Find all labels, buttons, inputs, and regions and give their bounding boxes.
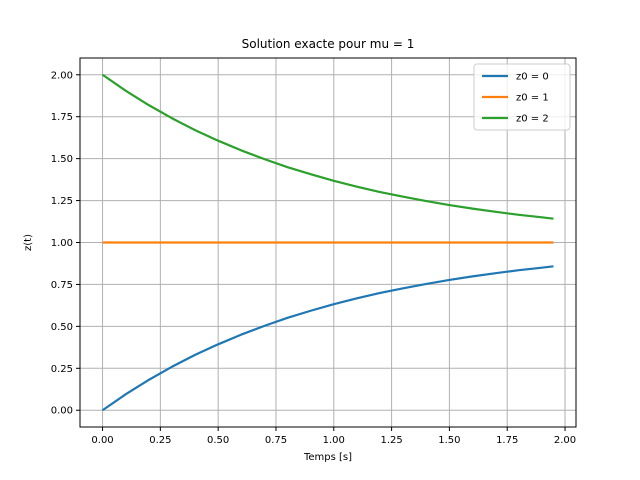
legend-box bbox=[473, 63, 571, 131]
x-tick-label: 0.50 bbox=[207, 435, 229, 446]
legend-entry: z0 = 1 bbox=[516, 93, 549, 104]
series-line bbox=[101, 265, 554, 412]
x-axis-label: Temps [s] bbox=[303, 452, 352, 463]
y-axis: 0.00 0.25 0.50 0.75 1.00 1.25 1.50 1.75 2.00 bbox=[51, 70, 80, 417]
x-tick-label: 0.75 bbox=[265, 435, 287, 446]
legend-entry: z0 = 0 bbox=[516, 72, 549, 83]
x-tick-label: 0.00 bbox=[91, 435, 113, 446]
x-tick-label: 0.25 bbox=[149, 435, 171, 446]
x-tick-label: 1.75 bbox=[496, 435, 518, 446]
y-tick-label: 2.00 bbox=[51, 70, 73, 81]
x-tick-label: 1.25 bbox=[380, 435, 402, 446]
chart-title: Solution exacte pour mu = 1 bbox=[242, 37, 415, 51]
y-tick-label: 0.25 bbox=[51, 364, 73, 375]
y-tick-label: 1.75 bbox=[51, 112, 73, 123]
series-line bbox=[101, 73, 554, 220]
series-layer bbox=[101, 73, 554, 412]
x-tick-label: 2.00 bbox=[554, 435, 576, 446]
y-tick-label: 1.25 bbox=[51, 196, 73, 207]
y-tick-label: 1.50 bbox=[51, 154, 73, 165]
legend: z0 = 0 z0 = 1 z0 = 2 bbox=[473, 63, 571, 131]
legend-entry: z0 = 2 bbox=[516, 114, 549, 125]
y-tick-label: 0.00 bbox=[51, 406, 73, 417]
x-tick-label: 1.00 bbox=[323, 435, 345, 446]
y-tick-label: 0.50 bbox=[51, 322, 73, 333]
y-axis-label: z(t) bbox=[23, 234, 34, 251]
y-tick-label: 0.75 bbox=[51, 280, 73, 291]
x-axis: 0.00 0.25 0.50 0.75 1.00 1.25 1.50 1.75 2.00 bbox=[91, 427, 576, 446]
x-tick-label: 1.50 bbox=[438, 435, 460, 446]
y-tick-label: 1.00 bbox=[51, 238, 73, 249]
